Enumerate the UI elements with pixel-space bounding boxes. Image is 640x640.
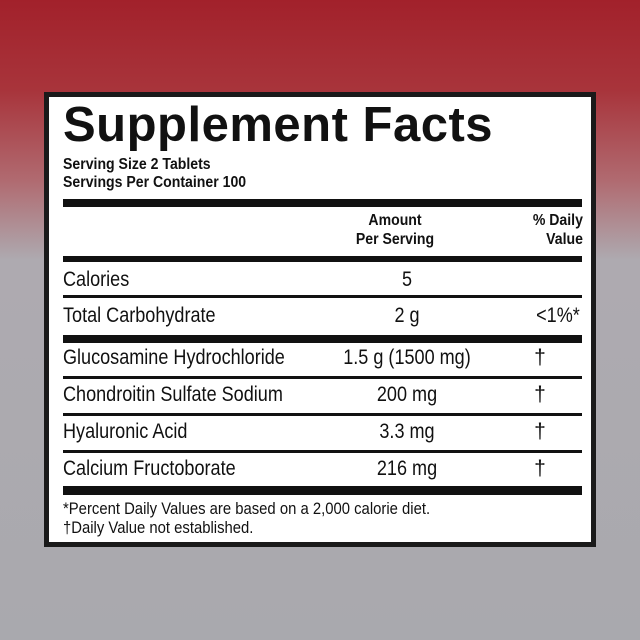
dv-header-line1: % Daily (532, 212, 583, 229)
servings-per-container: Servings Per Container 100 (63, 174, 247, 191)
nutrient-amount: 216 mg (376, 457, 438, 480)
nutrient-dv: † (534, 420, 546, 443)
amount-header: Amount Per Serving (351, 211, 439, 249)
table-row: Hyaluronic Acid 3.3 mg † (63, 415, 582, 449)
thin-divider (63, 376, 582, 379)
nutrient-amount: 200 mg (376, 383, 438, 406)
nutrient-dv: † (534, 383, 546, 406)
nutrient-amount: 5 (401, 268, 413, 291)
nutrient-name: Chondroitin Sulfate Sodium (63, 383, 283, 406)
nutrient-dv: <1%* (536, 304, 580, 327)
nutrient-name: Calcium Fructoborate (63, 457, 236, 480)
nutrient-dv: † (534, 346, 546, 369)
table-row: Chondroitin Sulfate Sodium 200 mg † (63, 378, 582, 412)
nutrient-dv: † (534, 457, 546, 480)
dv-header: % Daily Value (533, 211, 583, 249)
thick-divider (63, 486, 582, 495)
table-row: Calories 5 (63, 263, 582, 297)
nutrient-amount: 1.5 g (1500 mg) (343, 346, 471, 369)
footnote-percent-dv: *Percent Daily Values are based on a 2,0… (63, 500, 431, 518)
thin-divider (63, 295, 582, 298)
nutrient-amount: 2 g (394, 304, 420, 327)
thick-divider (63, 199, 582, 207)
panel-title: Supplement Facts (63, 98, 494, 152)
table-row: Glucosamine Hydrochloride 1.5 g (1500 mg… (63, 341, 582, 375)
thick-divider (63, 335, 582, 343)
thick-divider (63, 256, 582, 262)
nutrient-name: Hyaluronic Acid (63, 420, 188, 443)
amount-header-line1: Amount (368, 212, 422, 229)
nutrient-name: Glucosamine Hydrochloride (63, 346, 285, 369)
table-row: Calcium Fructoborate 216 mg † (63, 452, 582, 486)
serving-size: Serving Size 2 Tablets (63, 156, 211, 173)
nutrient-amount: 3.3 mg (379, 420, 435, 443)
nutrient-name: Total Carbohydrate (63, 304, 216, 327)
dv-header-line2: Value (546, 231, 583, 248)
nutrient-name: Calories (63, 268, 130, 291)
thin-divider (63, 450, 582, 453)
amount-header-line2: Per Serving (355, 231, 435, 248)
footnote-dagger: †Daily Value not established. (63, 519, 254, 537)
table-row: Total Carbohydrate 2 g <1%* (63, 299, 582, 333)
thin-divider (63, 413, 582, 416)
supplement-facts-panel: Supplement Facts Serving Size 2 Tablets … (44, 92, 596, 547)
